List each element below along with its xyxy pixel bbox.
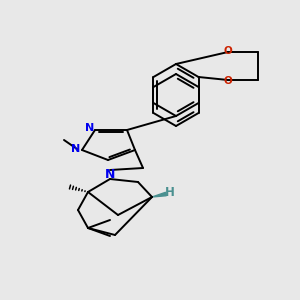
Polygon shape — [152, 192, 166, 197]
Text: N: N — [71, 144, 81, 154]
Text: H: H — [165, 185, 175, 199]
Text: N: N — [105, 169, 115, 182]
Text: O: O — [224, 76, 232, 86]
Text: N: N — [85, 123, 94, 133]
Text: O: O — [224, 46, 232, 56]
